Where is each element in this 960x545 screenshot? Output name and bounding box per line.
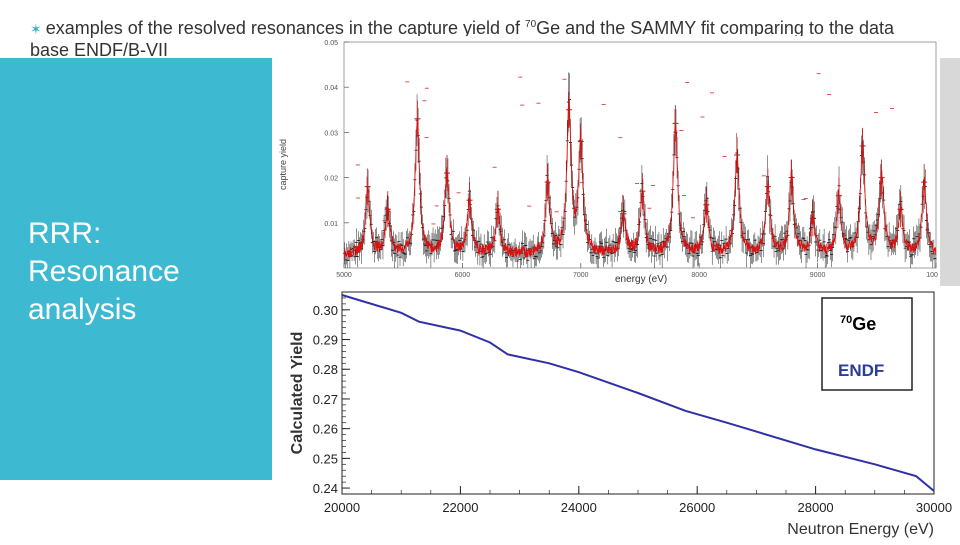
x-tick-label: 5000 [336, 272, 352, 279]
x-tick-label: 22000 [442, 500, 478, 515]
side-title: RRR: Resonance analysis [28, 215, 258, 329]
capture-yield-ylabel: capture yield [278, 138, 288, 190]
x-tick-label: 7000 [573, 272, 589, 279]
heading-text-2: Ge and the SAMMY fit comparing to the da… [30, 18, 895, 60]
x-tick-label: 30000 [916, 500, 952, 515]
calculated-yield-line [341, 294, 935, 492]
y-tick-label: 0.24 [313, 481, 338, 496]
capture-yield-xlabel: energy (eV) [612, 274, 671, 285]
capture-yield-chart: 0.05 0.04 0.03 0.02 0.01 5000 6000 7000 8000 9000… [272, 36, 946, 280]
slide-heading: ✶ examples of the resolved resonances in … [30, 14, 930, 61]
capture-yield-svg: 0.05 0.04 0.03 0.02 0.01 5000 6000 7000 8000 9000… [324, 40, 945, 279]
y-tick-label: 0.30 [313, 303, 338, 318]
x-tick-label: 6000 [455, 272, 471, 279]
x-tick-label: 20000 [324, 500, 360, 515]
y-tick-label: 0.29 [313, 333, 338, 348]
side-panel [0, 58, 272, 480]
y-tick-label: 0.28 [313, 362, 338, 377]
y-tick-label: 0.26 [313, 422, 338, 437]
legend-isotope-superscript: 70 [840, 314, 852, 326]
y-tick-label: 0.05 [324, 40, 338, 47]
x-tick-label: 24000 [561, 500, 597, 515]
legend-library: ENDF [838, 361, 884, 380]
y-tick-label: 0.01 [324, 221, 338, 228]
legend-box [821, 297, 913, 391]
sammy-fit-line [343, 98, 937, 259]
y-tick-label: 0.04 [324, 85, 338, 92]
x-tick-label: 8000 [691, 272, 707, 279]
y-tick-label: 0.27 [313, 392, 338, 407]
bullet-icon: ✶ [30, 21, 42, 37]
y-tick-label: 0.03 [324, 130, 338, 137]
calculated-yield-svg: 0.24 0.25 0.26 0.27 0.28 0.29 0.30 20000 22000 24… [289, 291, 952, 538]
x-tick-label: 26000 [679, 500, 715, 515]
y-tick-label: 0.02 [324, 176, 338, 183]
x-tick-label: 10000 [926, 272, 938, 279]
calculated-yield-xlabel: Neutron Energy (eV) [787, 521, 934, 538]
side-title-line: RRR: [28, 217, 102, 250]
y-tick-label: 0.25 [313, 451, 338, 466]
x-tick-label: 28000 [798, 500, 834, 515]
calculated-yield-chart: 0.24 0.25 0.26 0.27 0.28 0.29 0.30 20000 22000 24… [272, 286, 960, 540]
legend-isotope-name: Ge [852, 314, 876, 334]
calculated-yield-ylabel: Calculated Yield [289, 332, 306, 455]
side-title-line: Resonance [28, 255, 180, 288]
heading-text-1: examples of the resolved resonances in t… [45, 18, 526, 38]
legend-isotope: 70Ge [840, 314, 876, 334]
side-title-line: analysis [28, 293, 137, 326]
x-tick-label: 9000 [810, 272, 826, 279]
heading-superscript: 70 [525, 19, 537, 30]
